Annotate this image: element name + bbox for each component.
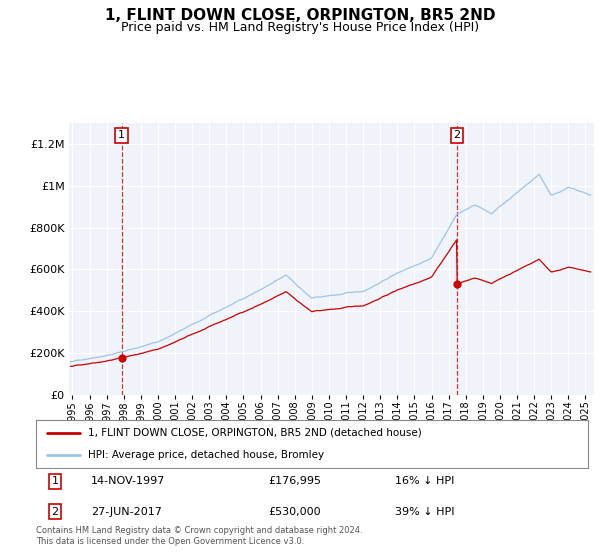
- Text: 1, FLINT DOWN CLOSE, ORPINGTON, BR5 2ND (detached house): 1, FLINT DOWN CLOSE, ORPINGTON, BR5 2ND …: [88, 428, 422, 438]
- Text: £530,000: £530,000: [268, 507, 320, 516]
- Text: 2: 2: [52, 507, 59, 516]
- Text: 14-NOV-1997: 14-NOV-1997: [91, 477, 166, 486]
- Text: £176,995: £176,995: [268, 477, 321, 486]
- Text: 2: 2: [453, 130, 460, 141]
- Text: Contains HM Land Registry data © Crown copyright and database right 2024.
This d: Contains HM Land Registry data © Crown c…: [36, 526, 362, 546]
- Point: [116, 353, 127, 362]
- Text: Price paid vs. HM Land Registry's House Price Index (HPI): Price paid vs. HM Land Registry's House …: [121, 21, 479, 34]
- Point: [452, 279, 461, 288]
- Text: 1, FLINT DOWN CLOSE, ORPINGTON, BR5 2ND: 1, FLINT DOWN CLOSE, ORPINGTON, BR5 2ND: [105, 8, 495, 24]
- Text: 1: 1: [118, 130, 125, 141]
- Text: 39% ↓ HPI: 39% ↓ HPI: [395, 507, 454, 516]
- Text: 16% ↓ HPI: 16% ↓ HPI: [395, 477, 454, 486]
- Text: 1: 1: [52, 477, 58, 486]
- Text: HPI: Average price, detached house, Bromley: HPI: Average price, detached house, Brom…: [88, 450, 325, 460]
- Text: 27-JUN-2017: 27-JUN-2017: [91, 507, 162, 516]
